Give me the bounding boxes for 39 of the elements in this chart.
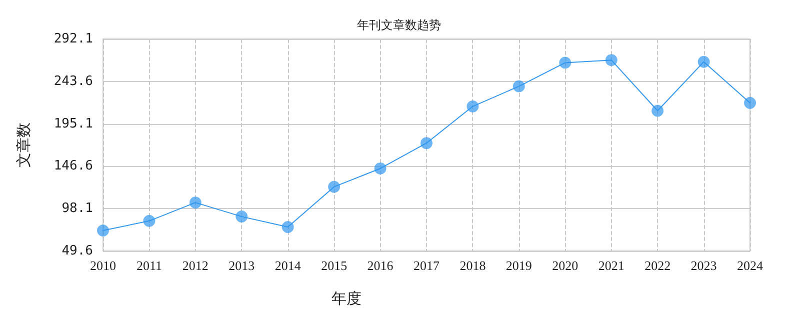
point bbox=[559, 56, 572, 69]
x-tick-label: 2019 bbox=[506, 258, 532, 273]
x-tick-label: 2010 bbox=[90, 258, 116, 273]
x-tick-label: 2018 bbox=[460, 258, 486, 273]
x-axis-title: 年度 bbox=[332, 290, 362, 308]
y-tick-label: 195.1 bbox=[54, 116, 93, 132]
x-tick-label: 2013 bbox=[228, 258, 255, 273]
y-tick-label: 146.6 bbox=[54, 158, 93, 174]
x-tick-label: 2012 bbox=[182, 258, 208, 273]
point bbox=[605, 54, 618, 66]
point bbox=[282, 221, 294, 234]
point bbox=[374, 162, 386, 174]
y-tick-label: 98.1 bbox=[62, 201, 93, 216]
y-tick-label: 243.6 bbox=[54, 74, 93, 89]
point bbox=[698, 56, 710, 68]
x-tick-label: 2023 bbox=[690, 258, 717, 273]
point bbox=[512, 80, 525, 92]
point bbox=[143, 214, 156, 227]
x-tick-label: 2011 bbox=[136, 258, 162, 273]
y-axis-title: 文章数 bbox=[14, 122, 32, 168]
x-tick-label: 2024 bbox=[737, 258, 764, 273]
x-tick-label: 2020 bbox=[552, 258, 578, 273]
x-tick-label: 2016 bbox=[367, 258, 394, 273]
point bbox=[420, 137, 432, 150]
x-tick-label: 2017 bbox=[414, 258, 440, 273]
point bbox=[744, 96, 756, 109]
point bbox=[328, 180, 340, 193]
x-tick-label: 2022 bbox=[644, 258, 671, 273]
point bbox=[189, 196, 202, 209]
point bbox=[97, 224, 109, 237]
y-tick-label: 292.1 bbox=[54, 32, 93, 46]
x-tick-label: 2014 bbox=[274, 258, 302, 273]
x-tick-label: 2021 bbox=[598, 258, 624, 273]
point bbox=[236, 210, 248, 223]
point bbox=[466, 100, 479, 112]
chart-title: 年刊文章数趋势 bbox=[357, 18, 441, 32]
x-tick-label: 2015 bbox=[321, 258, 348, 273]
y-tick-label: 49.6 bbox=[62, 244, 93, 258]
point bbox=[652, 104, 664, 117]
